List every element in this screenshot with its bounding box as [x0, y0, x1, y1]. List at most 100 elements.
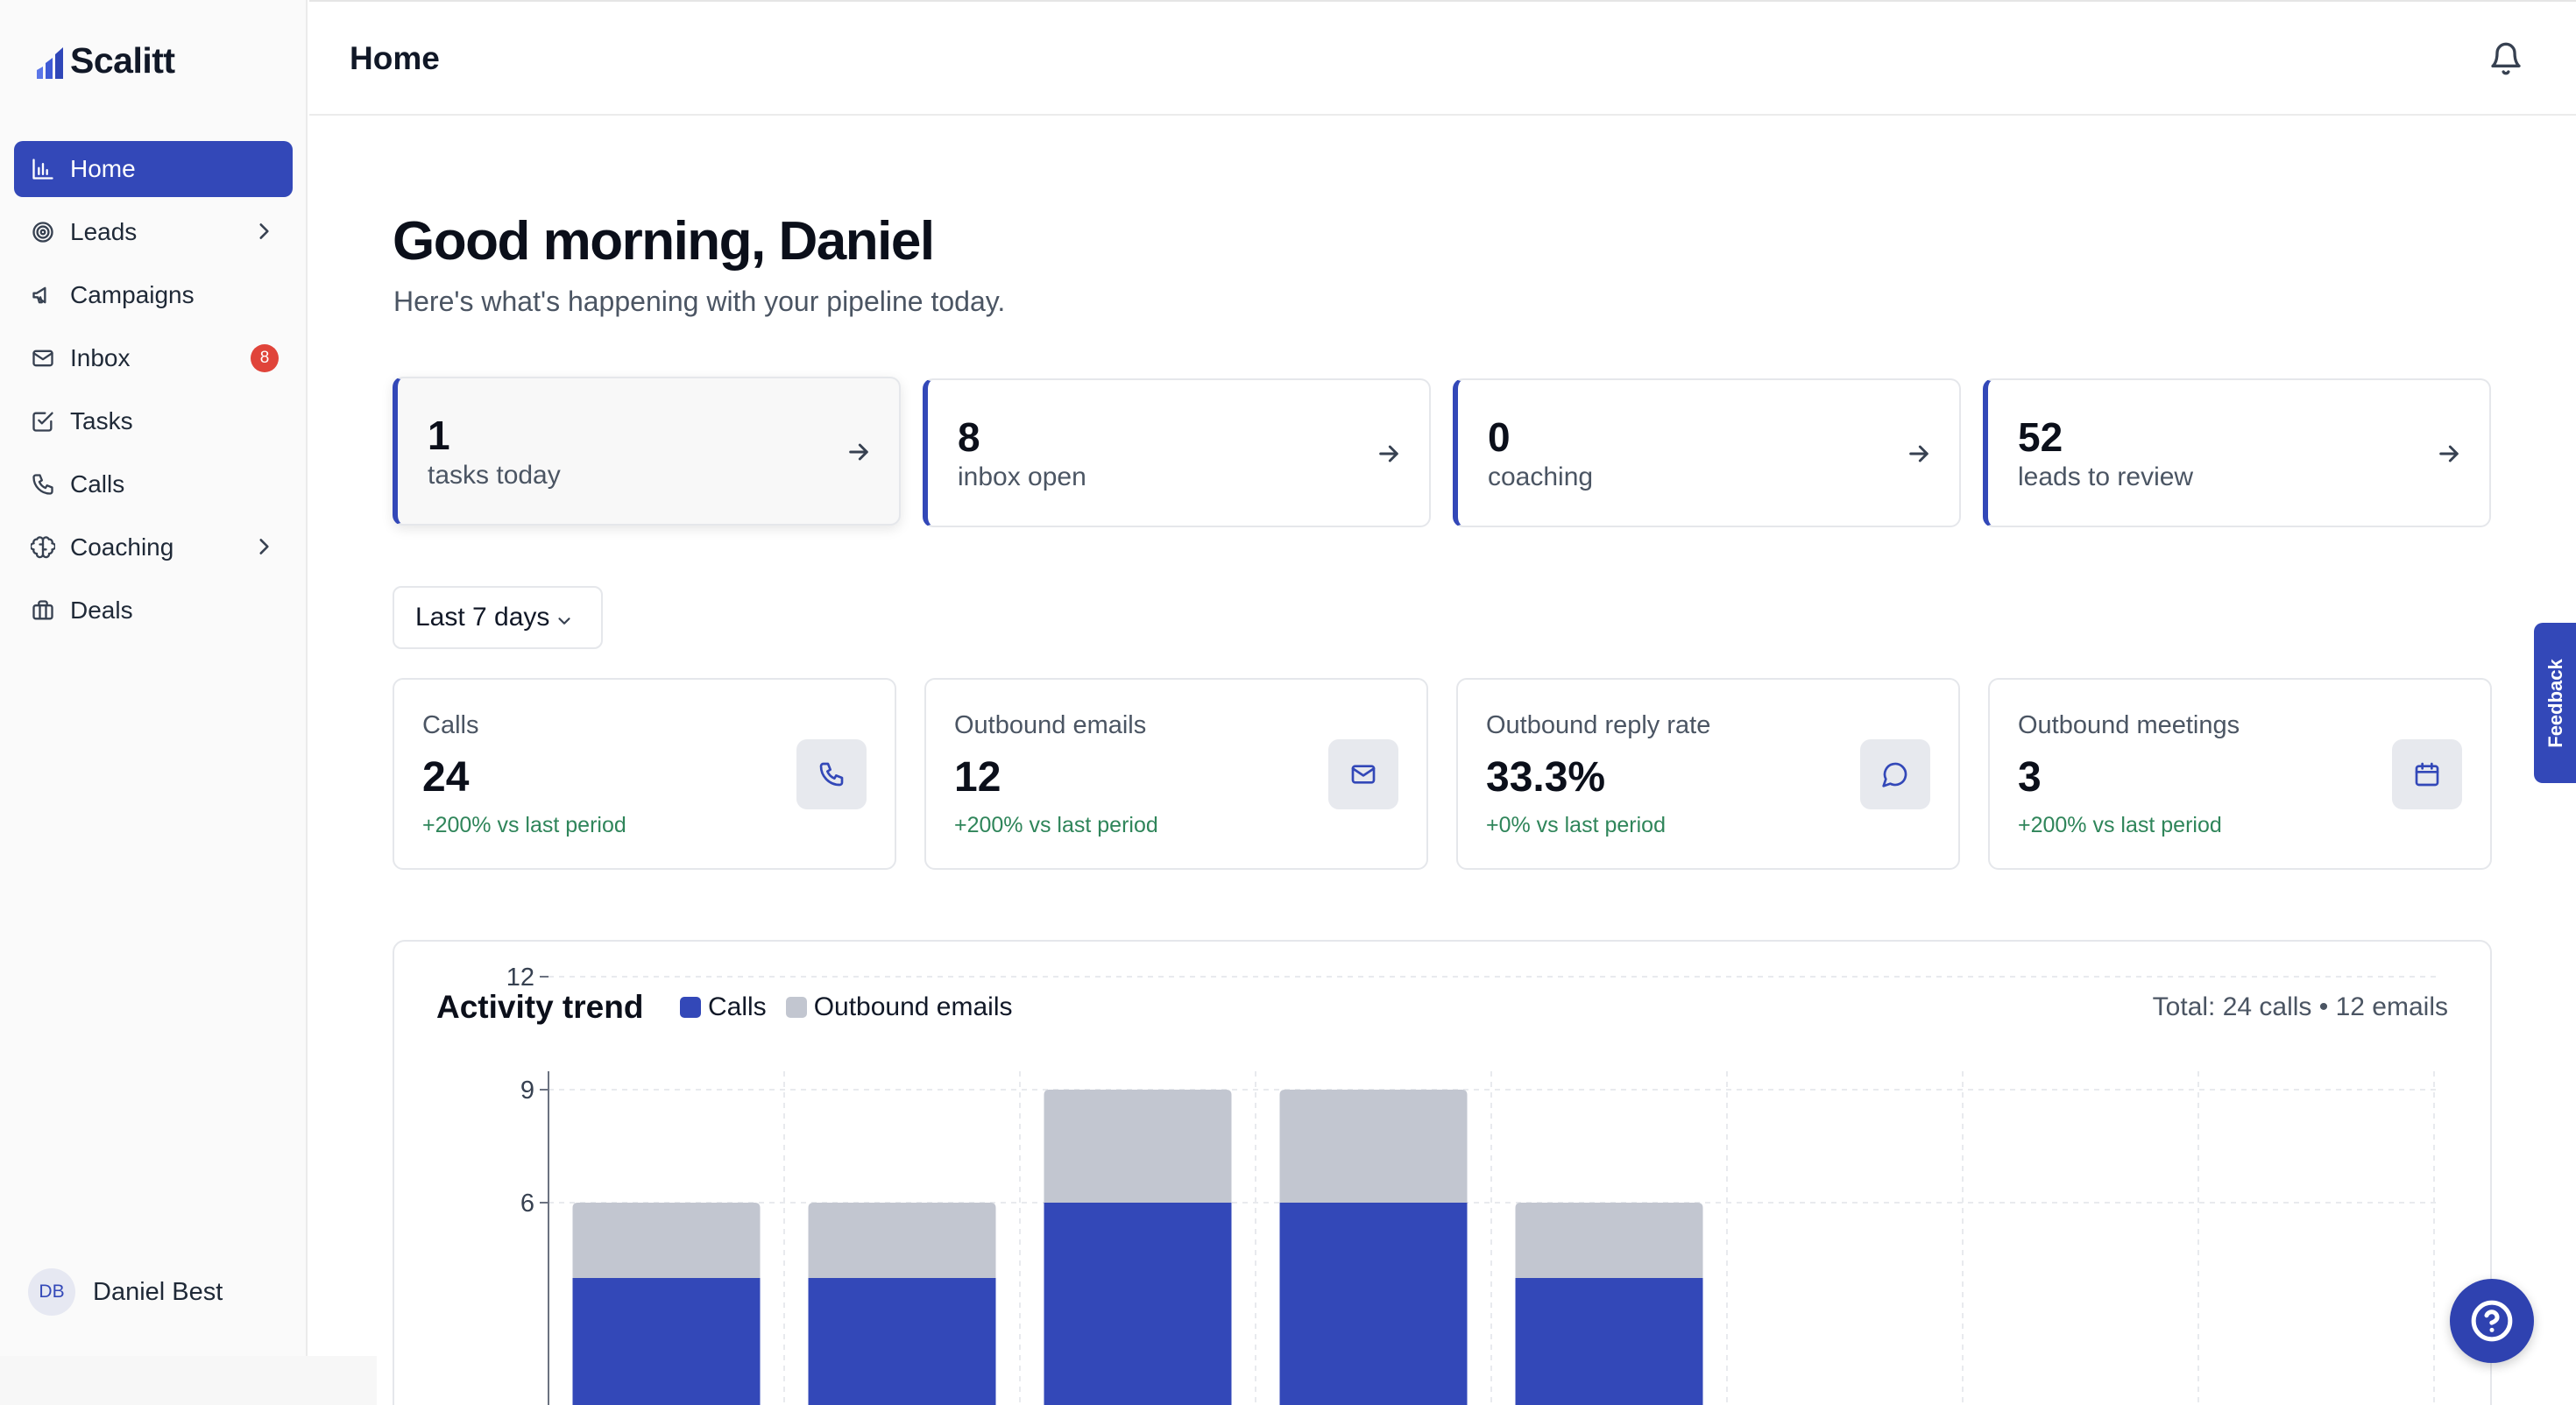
- quick-card-value: 1: [428, 413, 450, 458]
- arrow-right-icon: [2435, 440, 2463, 468]
- arrow-right-icon: [1905, 440, 1933, 468]
- user-profile[interactable]: DB Daniel Best: [28, 1268, 223, 1316]
- sidebar-item-inbox[interactable]: Inbox 8: [14, 330, 293, 386]
- arrow-right-icon: [1375, 440, 1403, 468]
- stat-card-calls: Calls 24 +200% vs last period: [393, 678, 896, 870]
- activity-trend-chart: 12 9 6: [506, 964, 2439, 1405]
- bar-segment-calls: [808, 1278, 996, 1405]
- phone-icon: [30, 471, 56, 498]
- stat-card-outbound-emails: Outbound emails 12 +200% vs last period: [924, 678, 1428, 870]
- stat-value: 24: [422, 754, 470, 801]
- stat-value: 3: [2018, 754, 2042, 801]
- user-name: Daniel Best: [93, 1277, 223, 1306]
- stat-delta: +200% vs last period: [422, 813, 626, 837]
- legend-label: Calls: [708, 992, 767, 1021]
- sidebar-item-label: Coaching: [70, 533, 174, 561]
- sidebar-item-label: Tasks: [70, 407, 133, 434]
- bar-chart-icon: [30, 156, 56, 182]
- stat-label: Outbound meetings: [2018, 711, 2240, 739]
- bar-segment-outbound-emails: [1279, 1090, 1468, 1203]
- stat-value: 12: [954, 754, 1001, 801]
- sidebar-item-label: Leads: [70, 218, 138, 245]
- y-tick-label: 6: [520, 1190, 534, 1218]
- stat-label: Outbound reply rate: [1486, 711, 1711, 739]
- legend-label: Outbound emails: [813, 992, 1013, 1021]
- quick-card-label: coaching: [1488, 462, 1594, 491]
- sidebar: Scalitt Home Leads Campaigns Inbox: [0, 0, 308, 1356]
- bar-segment-calls: [1044, 1203, 1232, 1405]
- stat-delta: +200% vs last period: [954, 813, 1158, 837]
- chevron-down-icon: [555, 608, 574, 627]
- inbox-count-badge: 8: [251, 344, 279, 372]
- top-bar: Home: [309, 0, 2576, 116]
- page-title: Home: [350, 40, 440, 76]
- legend-swatch: [680, 997, 701, 1018]
- chevron-right-icon[interactable]: [252, 535, 275, 558]
- calendar-icon: [2392, 739, 2462, 809]
- legend-item-calls: Calls: [680, 992, 767, 1022]
- quick-card-coaching[interactable]: 0 coaching: [1453, 378, 1961, 527]
- chart-legend: Calls Outbound emails: [680, 992, 1013, 1022]
- help-button[interactable]: [2450, 1279, 2534, 1363]
- chat-bubble-icon: [1860, 739, 1930, 809]
- stat-value: 33.3%: [1486, 754, 1606, 801]
- question-icon: [2471, 1300, 2513, 1342]
- quick-card-value: 52: [2018, 414, 2063, 460]
- sidebar-item-tasks[interactable]: Tasks: [14, 393, 293, 449]
- greeting-subtitle: Here's what's happening with your pipeli…: [393, 286, 1006, 317]
- arrow-right-icon: [845, 438, 873, 466]
- sidebar-item-label: Deals: [70, 597, 133, 624]
- stat-delta: +200% vs last period: [2018, 813, 2222, 837]
- activity-trend-card: Activity trend Calls Outbound emails Tot…: [393, 940, 2492, 1405]
- bar-segment-calls: [1279, 1203, 1468, 1405]
- logo-bars-icon: [37, 46, 63, 79]
- legend-item-outbound-emails: Outbound emails: [785, 992, 1013, 1022]
- sidebar-item-campaigns[interactable]: Campaigns: [14, 267, 293, 323]
- sidebar-item-label: Campaigns: [70, 281, 195, 308]
- sidebar-item-coaching[interactable]: Coaching: [14, 519, 293, 575]
- quick-card-inbox[interactable]: 8 inbox open: [923, 378, 1431, 527]
- quick-card-leads[interactable]: 52 leads to review: [1983, 378, 2491, 527]
- bar-segment-outbound-emails: [1044, 1090, 1232, 1203]
- stat-delta: +0% vs last period: [1486, 813, 1666, 837]
- bar-segment-outbound-emails: [1515, 1203, 1703, 1278]
- quick-card-tasks[interactable]: 1 tasks today: [393, 377, 901, 526]
- bar-segment-calls: [1515, 1278, 1703, 1405]
- sidebar-item-label: Inbox: [70, 344, 131, 371]
- greeting: Good morning, Daniel: [393, 211, 935, 272]
- stat-card-reply-rate: Outbound reply rate 33.3% +0% vs last pe…: [1456, 678, 1960, 870]
- app-name: Scalitt: [70, 40, 175, 81]
- stat-label: Calls: [422, 711, 479, 739]
- avatar: DB: [28, 1268, 75, 1316]
- period-select[interactable]: Last 7 days: [393, 586, 603, 649]
- sidebar-nav: Home Leads Campaigns Inbox 8 Ta: [14, 141, 293, 646]
- app-logo[interactable]: Scalitt: [35, 40, 175, 81]
- feedback-tab[interactable]: Feedback: [2534, 623, 2576, 783]
- target-icon: [30, 219, 56, 245]
- y-tick-label: 9: [520, 1077, 534, 1105]
- sidebar-item-calls[interactable]: Calls: [14, 456, 293, 512]
- bar-segment-calls: [572, 1278, 761, 1405]
- chart-title: Activity trend: [436, 989, 644, 1025]
- chevron-right-icon[interactable]: [252, 220, 275, 243]
- period-select-value: Last 7 days: [415, 603, 550, 632]
- sidebar-item-leads[interactable]: Leads: [14, 204, 293, 260]
- stat-card-meetings: Outbound meetings 3 +200% vs last period: [1988, 678, 2492, 870]
- feedback-label: Feedback: [2544, 659, 2566, 748]
- sidebar-footer-strip: [0, 1356, 377, 1405]
- briefcase-icon: [30, 597, 56, 624]
- sidebar-item-home[interactable]: Home: [14, 141, 293, 197]
- quick-card-label: tasks today: [428, 461, 561, 490]
- legend-swatch: [785, 997, 807, 1018]
- quick-card-value: 8: [958, 414, 980, 460]
- mail-icon: [30, 345, 56, 371]
- checkbox-icon: [30, 408, 56, 434]
- megaphone-icon: [30, 282, 56, 308]
- sidebar-item-label: Home: [70, 155, 136, 182]
- mail-icon: [1328, 739, 1398, 809]
- chart-total: Total: 24 calls • 12 emails: [2152, 992, 2448, 1021]
- sidebar-item-deals[interactable]: Deals: [14, 582, 293, 639]
- bar-segment-outbound-emails: [808, 1203, 996, 1278]
- quick-card-label: leads to review: [2018, 462, 2194, 491]
- bell-icon[interactable]: [2488, 40, 2523, 77]
